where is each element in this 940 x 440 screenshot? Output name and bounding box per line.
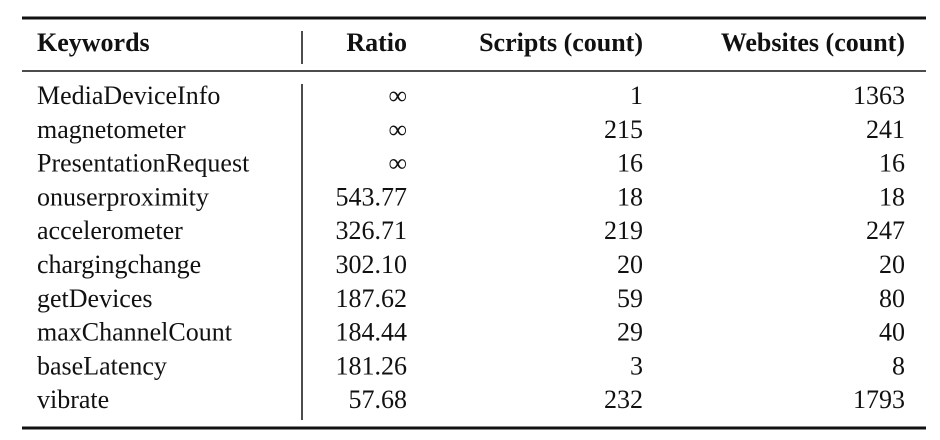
keyword-cell: magnetometer — [37, 115, 186, 144]
keyword-cell: getDevices — [37, 284, 153, 313]
scripts-count-cell: 1 — [630, 81, 643, 110]
websites-count-cell: 241 — [866, 115, 905, 144]
ratio-cell: 181.26 — [336, 351, 408, 380]
scripts-count-cell: 215 — [604, 115, 643, 144]
ratio-cell: 302.10 — [336, 250, 408, 279]
scripts-count-cell: 59 — [617, 284, 643, 313]
scripts-count-cell: 18 — [617, 182, 643, 211]
scripts-count-cell: 232 — [604, 385, 643, 414]
header-cell: Scripts (count) — [479, 28, 643, 57]
ratio-cell: ∞ — [388, 149, 407, 178]
scripts-count-cell: 3 — [630, 351, 643, 380]
websites-count-cell: 16 — [879, 149, 905, 178]
websites-count-cell: 20 — [879, 250, 905, 279]
keyword-cell: vibrate — [37, 385, 109, 414]
ratio-cell: 326.71 — [336, 216, 408, 245]
keyword-cell: chargingchange — [37, 250, 201, 279]
keyword-cell: onuserproximity — [37, 182, 209, 211]
keyword-cell: maxChannelCount — [37, 318, 233, 347]
websites-count-cell: 1793 — [853, 385, 905, 414]
ratio-cell: 543.77 — [336, 182, 408, 211]
scripts-count-cell: 29 — [617, 318, 643, 347]
keyword-cell: baseLatency — [37, 351, 167, 380]
websites-count-cell: 18 — [879, 182, 905, 211]
header-cell: Websites (count) — [721, 28, 905, 57]
header-cell: Ratio — [346, 28, 407, 57]
websites-count-cell: 1363 — [853, 81, 905, 110]
ratio-cell: 187.62 — [336, 284, 408, 313]
ratio-cell: 184.44 — [336, 318, 408, 347]
websites-count-cell: 247 — [866, 216, 905, 245]
keyword-cell: accelerometer — [37, 216, 183, 245]
ratio-cell: ∞ — [388, 115, 407, 144]
scripts-count-cell: 20 — [617, 250, 643, 279]
scripts-count-cell: 16 — [617, 149, 643, 178]
scripts-count-cell: 219 — [604, 216, 643, 245]
websites-count-cell: 40 — [879, 318, 905, 347]
keyword-cell: PresentationRequest — [37, 149, 250, 178]
websites-count-cell: 8 — [892, 351, 905, 380]
ratio-cell: 57.68 — [349, 385, 408, 414]
header-cell: Keywords — [37, 28, 150, 57]
keyword-cell: MediaDeviceInfo — [37, 81, 220, 110]
ratio-cell: ∞ — [388, 81, 407, 110]
websites-count-cell: 80 — [879, 284, 905, 313]
